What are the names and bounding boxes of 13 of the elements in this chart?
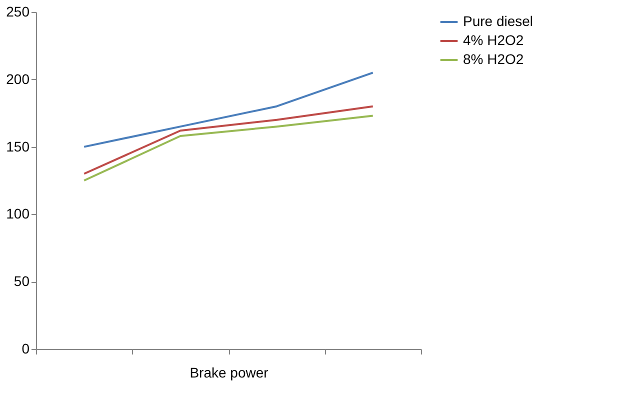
- legend-label: Pure diesel: [463, 13, 534, 29]
- y-tick-label: 50: [14, 273, 30, 290]
- y-tick-label: 150: [6, 138, 30, 154]
- legend-label: 8% H2O2: [463, 51, 524, 67]
- line-series: [83, 105, 374, 175]
- y-tick-label: 250: [6, 4, 30, 20]
- y-tick-label: 100: [6, 206, 30, 222]
- x-axis-title: Brake power: [190, 364, 269, 380]
- y-tick-label: 0: [22, 340, 30, 356]
- y-tick-label: 200: [6, 70, 30, 87]
- line-series: [83, 72, 374, 148]
- legend-label: 4% H2O2: [463, 32, 524, 48]
- line-series: [83, 114, 374, 182]
